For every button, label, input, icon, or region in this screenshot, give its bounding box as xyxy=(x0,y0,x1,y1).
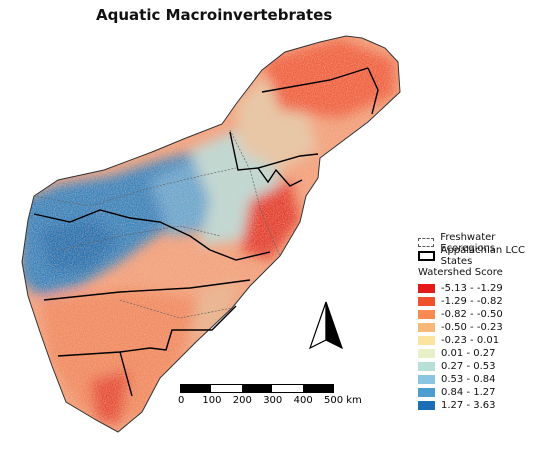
legend-class-label: 0.53 - 0.84 xyxy=(441,374,496,385)
north-arrow-icon xyxy=(308,301,344,350)
dashed-box-icon xyxy=(418,238,435,247)
scale-tick-label: 400 xyxy=(293,395,313,406)
scale-tick-label: 100 xyxy=(202,395,222,406)
legend-ecoregions: Freshwater Ecoregions xyxy=(418,232,548,254)
legend-swatch xyxy=(418,388,435,397)
legend-states: Appalachian LCC States xyxy=(418,245,548,267)
legend-class-label: 1.27 - 3.63 xyxy=(441,400,496,411)
legend-class-label: -0.23 - 0.01 xyxy=(441,335,500,346)
legend-class-row: 0.84 - 1.27 xyxy=(418,386,548,399)
legend-class-label: -0.50 - -0.23 xyxy=(441,322,503,333)
scale-tick-label: 200 xyxy=(232,395,252,406)
scale-tick-label: 300 xyxy=(263,395,283,406)
legend-score-title: Watershed Score xyxy=(418,267,503,278)
legend-swatch xyxy=(418,349,435,358)
legend-swatch xyxy=(418,362,435,371)
legend-class-label: 0.84 - 1.27 xyxy=(441,387,496,398)
watershed-map xyxy=(21,35,401,433)
scale-bar: 0 100 200 300 400 500 km xyxy=(178,384,362,424)
legend-swatch xyxy=(418,284,435,293)
legend-class-label: -1.29 - -0.82 xyxy=(441,296,503,307)
legend-class-label: -0.82 - -0.50 xyxy=(441,309,503,320)
legend-class-row: 1.27 - 3.63 xyxy=(418,399,548,412)
legend-class-row: 0.27 - 0.53 xyxy=(418,360,548,373)
scale-tick-label: 500 km xyxy=(324,395,362,406)
legend-class-row: 0.01 - 0.27 xyxy=(418,347,548,360)
legend-class-row: -0.23 - 0.01 xyxy=(418,334,548,347)
legend-class-label: 0.27 - 0.53 xyxy=(441,361,496,372)
legend-class-row: -0.82 - -0.50 xyxy=(418,308,548,321)
legend-class-label: -5.13 - -1.29 xyxy=(441,283,503,294)
legend-swatch xyxy=(418,297,435,306)
legend-swatch xyxy=(418,375,435,384)
legend-swatch xyxy=(418,323,435,332)
solid-box-icon xyxy=(418,250,435,261)
legend-swatch xyxy=(418,310,435,319)
legend-swatch xyxy=(418,401,435,410)
legend-class-row: -0.50 - -0.23 xyxy=(418,321,548,334)
map-legend: Freshwater Ecoregions Appalachian LCC St… xyxy=(418,232,548,412)
legend-swatch xyxy=(418,336,435,345)
legend-class-row: -1.29 - -0.82 xyxy=(418,295,548,308)
map-title: Aquatic Macroinvertebrates xyxy=(96,6,333,24)
legend-class-row: 0.53 - 0.84 xyxy=(418,373,548,386)
legend-classes: -5.13 - -1.29 -1.29 - -0.82 -0.82 - -0.50 -… xyxy=(418,282,548,412)
legend-class-label: 0.01 - 0.27 xyxy=(441,348,496,359)
legend-class-row: -5.13 - -1.29 xyxy=(418,282,548,295)
scale-bar-segments xyxy=(180,384,334,393)
scale-tick-label: 0 xyxy=(178,395,185,406)
